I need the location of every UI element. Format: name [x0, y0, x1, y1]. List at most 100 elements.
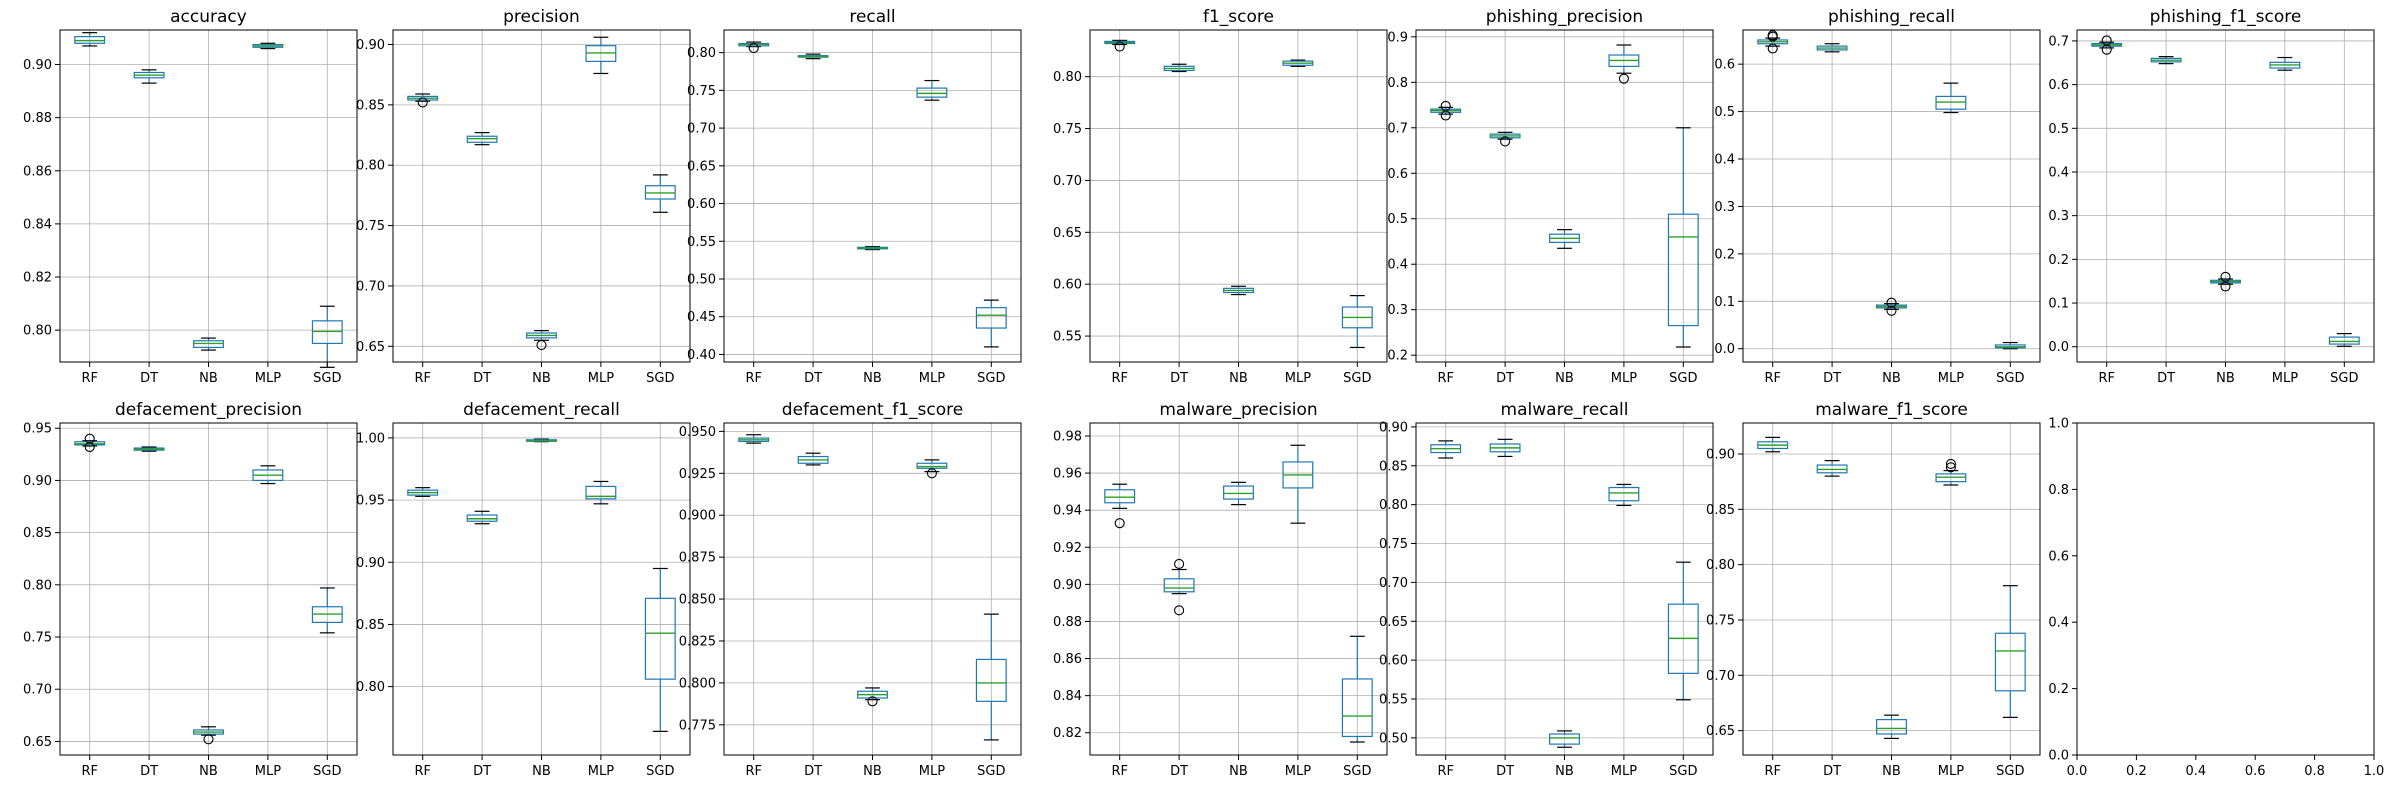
x-tick-label: MLP: [919, 371, 945, 386]
y-tick-label: 1.00: [356, 431, 385, 446]
box-mlp: [1608, 44, 1640, 84]
subplot-phishing-precision: 0.2 0.3 0.4 0.5 0.6 0.7 0.8 0.9 RF DT NB MLP SGD phis…: [1387, 7, 1714, 386]
y-tick-label: 0.40: [687, 348, 716, 363]
x-tick-label: MLP: [1611, 764, 1637, 779]
subplot-malware-precision: 0.82 0.84 0.86 0.88 0.90 0.92 0.94 0.96 0.98 RF DT…: [1053, 400, 1388, 779]
box-nb: [2210, 271, 2241, 292]
x-tick-label: RF: [1764, 764, 1781, 779]
x-tick-label: SGD: [313, 764, 341, 779]
y-tick-label: 0.825: [679, 634, 716, 649]
y-tick-label: 0.85: [1706, 503, 1735, 518]
x-tick-label: RF: [2098, 371, 2115, 386]
box-sgd: [1667, 561, 1699, 701]
y-tick-label: 0.95: [356, 494, 385, 509]
y-tick-label: 0.925: [679, 467, 716, 482]
x-tick-label: 0.2: [2126, 764, 2147, 779]
box-dt: [1489, 438, 1521, 458]
subplot-accuracy: 0.80 0.82 0.84 0.86 0.88 0.90 RF DT NB MLP SGD accu…: [23, 7, 358, 386]
x-tick-label: MLP: [588, 764, 614, 779]
y-tick-label: 1.0: [2048, 417, 2069, 432]
y-tick-label: 0.65: [687, 159, 716, 174]
subplot-title: malware_recall: [1501, 400, 1629, 420]
x-tick-label: SGD: [1669, 764, 1697, 779]
box-rf: [1430, 100, 1462, 121]
box-dt: [1816, 43, 1848, 53]
box-rf: [1757, 30, 1789, 54]
subplot-title: accuracy: [170, 7, 247, 27]
y-tick-label: 0.90: [356, 38, 385, 53]
y-tick-label: 0.80: [687, 46, 716, 61]
box-mlp: [1608, 483, 1640, 507]
box-nb: [526, 330, 557, 351]
subplot-f1-score: 0.55 0.60 0.65 0.70 0.75 0.80 RF DT NB MLP SGD f1_s…: [1053, 7, 1388, 386]
y-tick-label: 0.5: [1714, 105, 1735, 120]
y-tick-label: 0.6: [1714, 58, 1735, 73]
x-tick-label: RF: [81, 371, 98, 386]
box-mlp: [916, 79, 948, 101]
x-tick-label: DT: [2157, 371, 2175, 386]
outlier-point: [1174, 558, 1185, 570]
box-dt: [466, 510, 498, 525]
outlier-point: [1174, 605, 1185, 616]
x-tick-label: RF: [1437, 371, 1454, 386]
y-tick-label: 0.3: [1714, 200, 1735, 215]
x-tick-label: NB: [2216, 371, 2235, 386]
box-body: [1104, 489, 1136, 504]
subplot-title: recall: [849, 7, 895, 27]
box-body: [975, 658, 1007, 702]
box-nb: [857, 687, 888, 707]
subplot-malware-recall: 0.50 0.55 0.60 0.65 0.70 0.75 0.80 0.85 0.90 RF DT…: [1379, 400, 1714, 779]
x-tick-label: 0.0: [2067, 764, 2088, 779]
x-tick-label: NB: [199, 764, 218, 779]
outlier-point: [1500, 136, 1511, 147]
box-nb: [857, 245, 888, 251]
y-tick-label: 0.950: [679, 425, 716, 440]
y-tick-label: 0.7: [2048, 34, 2069, 49]
y-tick-label: 0.60: [1379, 654, 1408, 669]
box-mlp: [252, 42, 284, 50]
subplot-defacement-f1-score: 0.775 0.800 0.825 0.850 0.875 0.900 0.925 0.950…: [679, 400, 1022, 779]
y-tick-label: 0.0: [2048, 749, 2069, 764]
box-mlp: [585, 480, 617, 505]
y-tick-label: 0.70: [1053, 174, 1082, 189]
y-tick-label: 0.75: [687, 84, 716, 99]
subplot-title: phishing_f1_score: [2150, 7, 2302, 27]
outlier-point: [1440, 110, 1451, 121]
y-tick-label: 0.80: [23, 324, 52, 339]
box-sgd: [1341, 295, 1373, 349]
outlier-point: [2101, 35, 2112, 46]
box-dt: [797, 452, 829, 466]
y-tick-label: 0.875: [679, 551, 716, 566]
y-tick-label: 0.90: [356, 556, 385, 571]
outlier-point: [84, 441, 95, 453]
y-tick-label: 0.8: [1387, 76, 1408, 91]
x-tick-label: MLP: [1285, 371, 1311, 386]
x-tick-label: DT: [473, 371, 491, 386]
box-dt: [133, 69, 165, 84]
y-tick-label: 0.70: [1379, 576, 1408, 591]
y-tick-label: 0.90: [1053, 578, 1082, 593]
x-tick-label: RF: [1111, 764, 1128, 779]
box-body: [1341, 678, 1373, 738]
y-tick-label: 0.80: [356, 680, 385, 695]
outlier-point: [1945, 458, 1956, 469]
x-tick-label: MLP: [255, 371, 281, 386]
subplot-title: phishing_recall: [1828, 7, 1955, 27]
outlier-point: [1440, 100, 1451, 112]
box-dt: [133, 446, 165, 452]
box-mlp: [1935, 82, 1967, 114]
box-body: [1667, 213, 1699, 327]
x-tick-label: DT: [1823, 371, 1841, 386]
outlier-point: [84, 433, 95, 444]
x-tick-label: NB: [1882, 764, 1901, 779]
box-rf: [738, 41, 770, 54]
box-body: [1549, 733, 1580, 745]
x-tick-label: NB: [1555, 764, 1574, 779]
x-tick-label: DT: [140, 764, 158, 779]
x-tick-label: RF: [1764, 371, 1781, 386]
outlier-point: [1767, 30, 1778, 41]
y-tick-label: 0.65: [356, 340, 385, 355]
y-tick-label: 0.45: [687, 310, 716, 325]
box-sgd: [975, 299, 1007, 348]
box-body: [1935, 95, 1967, 110]
